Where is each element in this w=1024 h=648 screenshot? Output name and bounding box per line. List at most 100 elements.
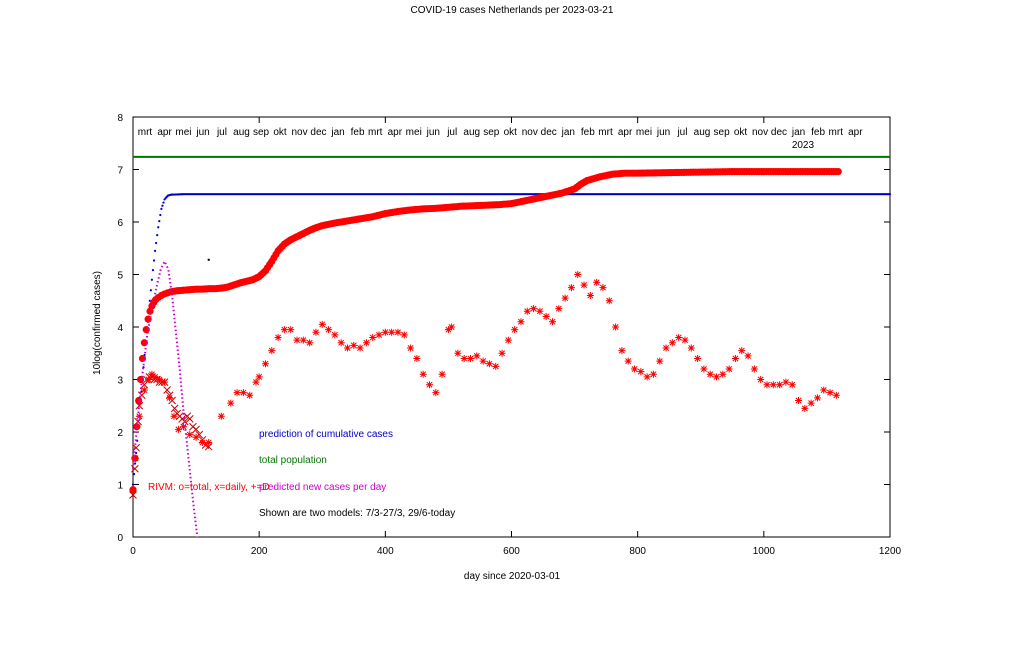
- data-point: [444, 326, 452, 334]
- month-label: apr: [618, 127, 633, 138]
- data-point: [198, 439, 206, 446]
- data-point: [261, 360, 269, 368]
- data-point: [612, 323, 620, 331]
- data-point: [832, 391, 840, 399]
- data-point: [820, 386, 828, 394]
- data-point: [637, 368, 645, 376]
- month-label: mrt: [598, 127, 613, 138]
- month-label: apr: [848, 127, 863, 138]
- data-point: [511, 326, 519, 334]
- month-label: sep: [253, 127, 270, 138]
- month-label: mrt: [368, 127, 383, 138]
- data-point: [159, 213, 162, 217]
- data-point: [186, 431, 194, 439]
- data-point: [268, 347, 276, 355]
- data-point: [795, 397, 803, 404]
- data-point: [331, 331, 339, 339]
- data-point: [580, 281, 588, 289]
- data-point: [227, 399, 235, 407]
- data-point: [246, 391, 254, 399]
- y-tick-label: 1: [117, 481, 123, 492]
- legend-text: Shown are two models: 7/3-27/3, 29/6-tod…: [259, 508, 455, 519]
- month-label: mrt: [138, 127, 153, 138]
- data-point: [706, 370, 714, 378]
- data-point: [888, 193, 892, 196]
- data-point: [151, 373, 159, 381]
- x-tick-label: 1000: [753, 546, 776, 557]
- data-point: [681, 336, 689, 344]
- month-label: jan: [561, 127, 575, 138]
- data-point: [192, 433, 200, 441]
- data-point: [135, 412, 143, 420]
- data-point: [763, 381, 771, 389]
- month-label: jul: [676, 127, 687, 138]
- x-tick-label: 400: [377, 546, 394, 557]
- data-point: [454, 349, 462, 357]
- month-label: aug: [463, 127, 480, 138]
- series-1: [129, 168, 842, 494]
- data-point: [801, 404, 809, 412]
- month-label: mei: [636, 127, 652, 138]
- data-point: [136, 375, 145, 384]
- data-point: [205, 439, 213, 446]
- data-point: [643, 373, 651, 381]
- y-tick-label: 5: [117, 271, 123, 282]
- data-point: [274, 334, 282, 341]
- data-point: [356, 344, 364, 352]
- data-point: [252, 378, 260, 386]
- data-point: [438, 370, 446, 378]
- data-point: [369, 334, 377, 341]
- data-point: [179, 423, 187, 431]
- data-point: [166, 394, 174, 402]
- x-tick-label: 800: [629, 546, 646, 557]
- data-point: [624, 357, 632, 365]
- data-point: [744, 352, 752, 360]
- data-point: [163, 386, 171, 394]
- data-point: [148, 370, 156, 378]
- x-tick-label: 1200: [879, 546, 902, 557]
- month-label: sep: [483, 127, 500, 138]
- month-label: apr: [157, 127, 172, 138]
- month-label: jul: [446, 127, 457, 138]
- data-point: [149, 289, 152, 292]
- data-point: [631, 365, 639, 373]
- plot-frame: [132, 116, 891, 538]
- series-line: [132, 259, 199, 538]
- data-point: [834, 168, 842, 176]
- data-point: [504, 336, 512, 344]
- data-point: [156, 234, 159, 237]
- data-point: [492, 362, 500, 370]
- month-label: jun: [426, 127, 440, 138]
- data-point: [152, 259, 156, 262]
- data-point: [757, 376, 765, 383]
- data-point: [656, 357, 664, 365]
- legend-text: predicted new cases per day: [259, 482, 386, 493]
- data-point: [142, 326, 150, 334]
- data-point: [155, 376, 163, 383]
- data-point: [700, 365, 708, 373]
- data-point: [132, 443, 141, 452]
- data-point: [134, 417, 142, 426]
- month-label: nov: [291, 127, 307, 138]
- data-point: [407, 344, 415, 352]
- data-point: [155, 241, 158, 245]
- data-point: [599, 284, 607, 292]
- data-point: [150, 278, 154, 281]
- data-point: [135, 451, 138, 455]
- month-label: feb: [581, 127, 595, 138]
- data-point: [473, 352, 481, 360]
- data-point: [713, 373, 721, 381]
- data-point: [337, 339, 345, 347]
- month-label: mei: [175, 127, 191, 138]
- data-point: [425, 381, 433, 389]
- series-0: [131, 193, 892, 486]
- data-point: [536, 307, 544, 315]
- month-label: apr: [388, 127, 403, 138]
- data-point: [299, 336, 307, 344]
- data-point: [788, 381, 796, 389]
- month-label: jun: [656, 127, 670, 138]
- data-point: [134, 462, 137, 465]
- data-point: [826, 389, 834, 397]
- data-point: [432, 389, 440, 397]
